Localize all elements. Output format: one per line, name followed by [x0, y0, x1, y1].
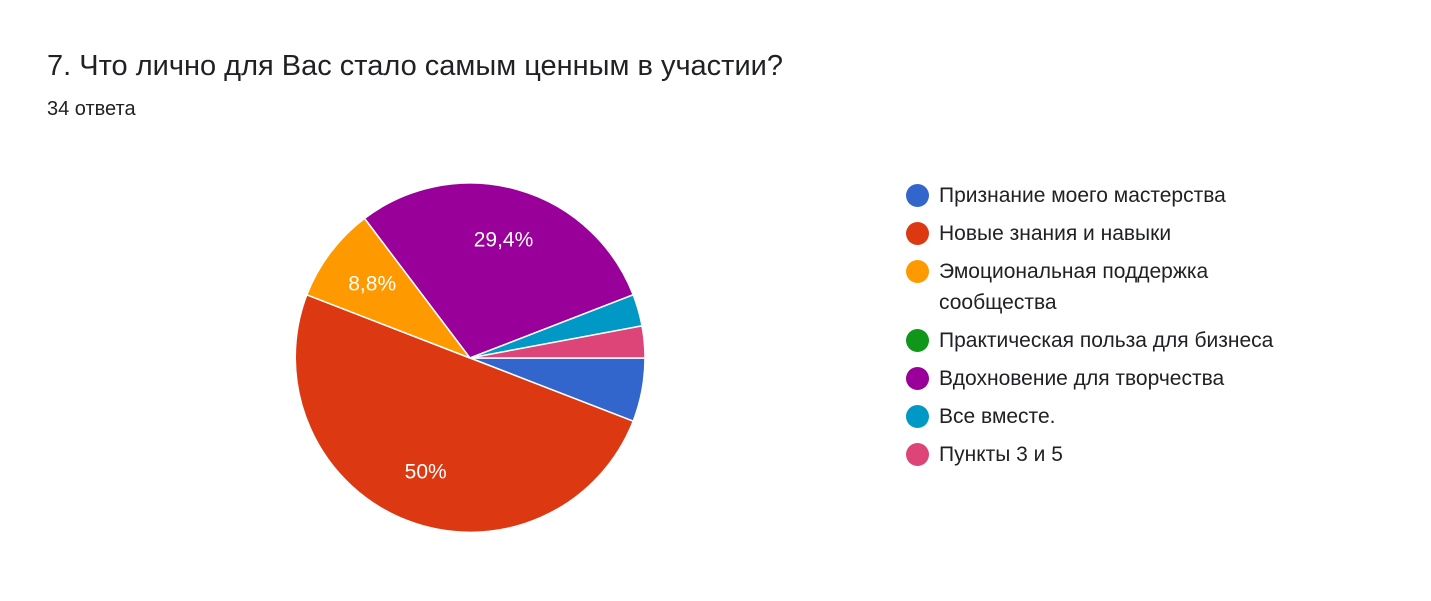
- legend-swatch-3: [906, 329, 929, 352]
- response-count: 34 ответа: [47, 98, 136, 120]
- legend-label-2: Эмоциональная поддержка сообщества: [939, 260, 1209, 314]
- legend-swatch-2: [906, 260, 929, 283]
- pie-slice-label-1: 50%: [405, 461, 447, 484]
- legend-item-1[interactable]: Новые знания и навыки: [906, 218, 1326, 249]
- pie-slice-6[interactable]: [469, 324, 646, 359]
- pie-slice-4[interactable]: [363, 182, 635, 359]
- legend-item-2[interactable]: Эмоциональная поддержка сообщества: [906, 256, 1326, 318]
- chart-legend: Признание моего мастерства Новые знания и…: [906, 180, 1326, 477]
- pie-slice-label-4: 29,4%: [474, 229, 534, 252]
- pie-slice-2[interactable]: [305, 217, 473, 360]
- legend-item-0[interactable]: Признание моего мастерства: [906, 180, 1326, 211]
- legend-item-6[interactable]: Пункты 3 и 5: [906, 439, 1326, 470]
- legend-item-4[interactable]: Вдохновение для творчества: [906, 363, 1326, 394]
- legend-swatch-6: [906, 443, 929, 466]
- legend-swatch-0: [906, 184, 929, 207]
- legend-label-6: Пункты 3 и 5: [939, 443, 1063, 466]
- pie-slice-label-2: 8,8%: [348, 273, 396, 296]
- legend-swatch-4: [906, 367, 929, 390]
- legend-label-5: Все вместе.: [939, 405, 1056, 428]
- legend-label-4: Вдохновение для творчества: [939, 367, 1225, 390]
- legend-label-0: Признание моего мастерства: [939, 184, 1226, 207]
- question-title: 7. Что лично для Вас стало самым ценным …: [47, 50, 783, 82]
- legend-label-1: Новые знания и навыки: [939, 222, 1172, 245]
- legend-label-3: Практическая польза для бизнеса: [939, 329, 1274, 352]
- legend-swatch-1: [906, 222, 929, 245]
- legend-item-5[interactable]: Все вместе.: [906, 401, 1326, 432]
- pie-slice-1[interactable]: [294, 293, 635, 534]
- legend-swatch-5: [906, 405, 929, 428]
- legend-item-3[interactable]: Практическая польза для бизнеса: [906, 325, 1326, 356]
